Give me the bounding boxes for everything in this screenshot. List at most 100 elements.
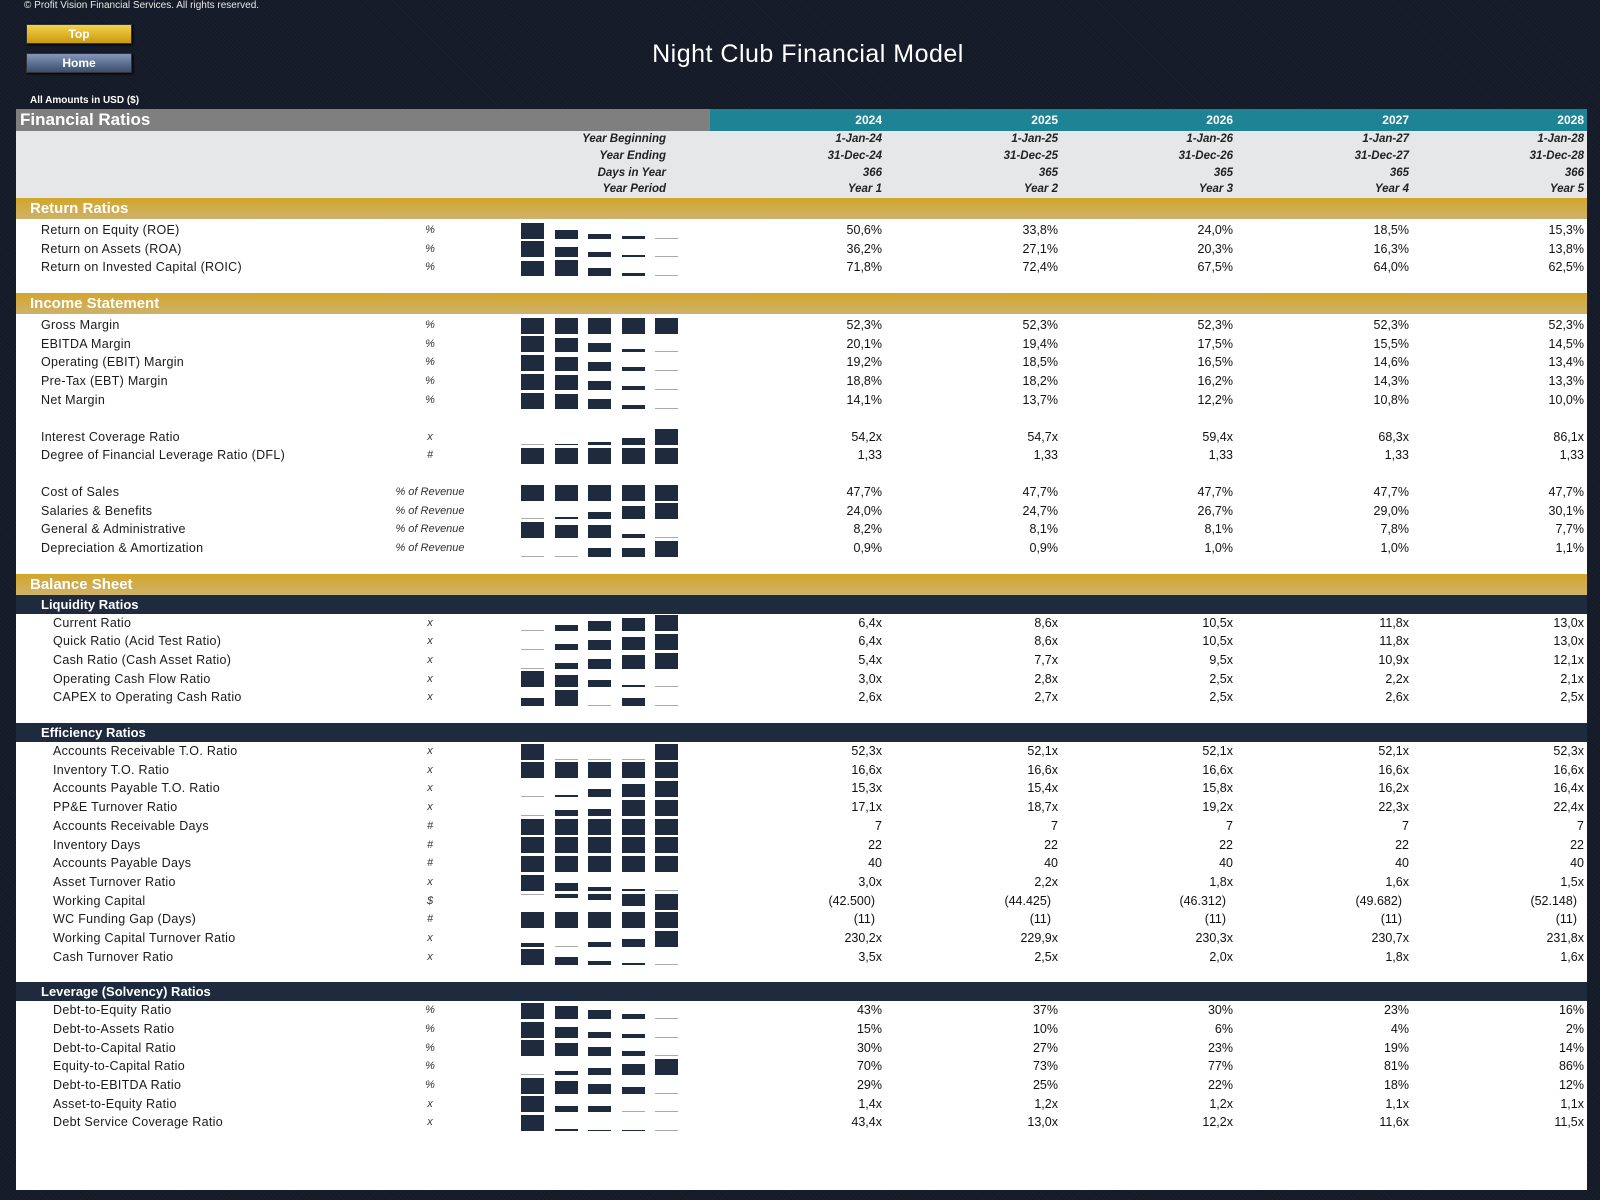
sparkline [521,1001,696,1020]
row-label: Current Ratio [53,615,132,630]
sparkline-bar [655,1036,678,1038]
row-value: 1,2x [1209,1096,1233,1111]
sparkline-bar [521,697,544,707]
row-value: 43% [856,1003,882,1018]
row-value: 15,5% [1373,336,1409,351]
row-value: 8,1% [1029,522,1059,537]
sparkline-bar [521,949,544,966]
year-header: 2024 2025 2026 2027 2028 [710,109,1587,131]
table-row: Operating (EBIT) Margin% 19,2% 18,5% 16,5% 1… [16,353,1587,372]
year-2028: 2028 [1557,113,1584,127]
row-value: 52,1x [1378,744,1409,759]
table-row: Salaries & Benefits % of Revenue 24,0% 24,7… [16,502,1587,521]
row-value: 7,7x [1034,653,1058,667]
sparkline-bar [621,912,645,929]
info-value: 1-Jan-27 [1362,133,1409,145]
row-label: Equity-to-Capital Ratio [53,1059,185,1074]
sparkline-bar [621,367,645,372]
row-unit: % [425,242,435,255]
row-label: Working Capital Turnover Ratio [53,930,236,945]
row-value: 14,3% [1373,374,1409,389]
row-value: 1,6x [1385,874,1409,889]
row-unit: % [425,337,435,350]
row-value: 2,2x [1034,874,1058,889]
sparkline-bar [554,484,578,501]
sparkline-bar [588,621,611,632]
row-value: 27,1% [1022,241,1058,256]
sparkline-bar [621,893,645,906]
table-row: Asset-to-Equity Ratio x 1,4x 1,2x 1,2x 1,1x 1,… [16,1095,1587,1114]
row-value: 1,2x [1034,1096,1058,1111]
header-bar: Financial Ratios 2024 2025 2026 2027 2028 [16,109,1587,131]
sparkline [521,483,696,502]
sparkline-bar [521,1115,544,1132]
row-value: 2,5x [1560,690,1584,705]
sparkline [521,221,696,240]
sparkline-bar [655,743,678,760]
sparkline-bar [588,1046,611,1057]
row-label: Pre-Tax (EBT) Margin [41,374,168,389]
row-value: 12,1x [1553,653,1584,667]
sparkline-bar [621,505,645,520]
sparkline [521,910,696,929]
row-value: 47,7% [1548,484,1584,499]
info-value: Year 3 [1198,183,1233,196]
row-value: 230,3x [1195,930,1233,945]
sparkline-bar [554,1006,578,1019]
sparkline-bar [521,855,544,872]
row-value: 29% [856,1078,882,1093]
row-unit: # [426,857,434,870]
info-label: Year Period [602,183,667,196]
row-value: 11,5x [1554,1115,1584,1130]
sparkline-bar [521,355,544,372]
row-value: 30% [856,1040,882,1055]
sparkline-bar [554,555,578,557]
row-value: 24,7% [1022,503,1058,518]
row-value: 40 [1395,856,1409,871]
sparkline-bar [554,338,578,353]
sparkline-bar [621,783,645,798]
sparkline-bar [588,1032,611,1038]
row-value: 52,3% [1022,318,1058,333]
row-value: 13,3% [1548,374,1584,389]
home-button[interactable]: Home [26,53,132,73]
row-value: 86% [1558,1059,1584,1074]
row-value: 1,0% [1380,540,1410,555]
row-label: Accounts Receivable T.O. Ratio [53,744,238,759]
sparkline-bar [655,256,678,258]
row-unit: % [425,375,435,388]
sparkline-bar [521,518,544,520]
row-value: 40 [1570,856,1584,871]
sparkline-bar [554,1129,578,1132]
row-label: Return on Assets (ROA) [41,241,182,256]
row-value: 6,4x [858,634,882,649]
row-value: 2% [1565,1022,1584,1036]
sparkline-bar [554,893,578,898]
row-value: 1,6x [1560,949,1584,964]
row-value: 64,0% [1373,260,1409,275]
sparkline-bar [655,634,678,650]
sparkline-bar [521,943,544,947]
row-unit: $ [426,894,434,907]
row-value: 7 [1402,818,1409,833]
sparkline-bar [621,758,645,760]
sparkline [521,614,696,633]
row-value: 1,1x [1385,1096,1409,1111]
row-label: Asset-to-Equity Ratio [53,1096,177,1111]
row-value: 52,3% [1548,318,1584,333]
sparkline-bar [621,962,645,966]
row-value: 25% [1032,1078,1058,1093]
row-value: 10,8% [1373,392,1409,407]
row-unit: x [427,654,433,666]
row-value: 22 [1395,837,1409,852]
sparkline [521,742,696,761]
sparkline-bar [588,380,611,390]
row-value: 12,2% [1197,392,1233,407]
section-band: Return Ratios [16,198,1587,219]
top-button[interactable]: Top [26,24,132,44]
sparkline-bar [655,351,678,353]
sparkline [521,761,696,780]
sparkline-bar [655,889,678,891]
sparkline-bar [588,886,611,891]
row-unit: % [425,356,435,369]
